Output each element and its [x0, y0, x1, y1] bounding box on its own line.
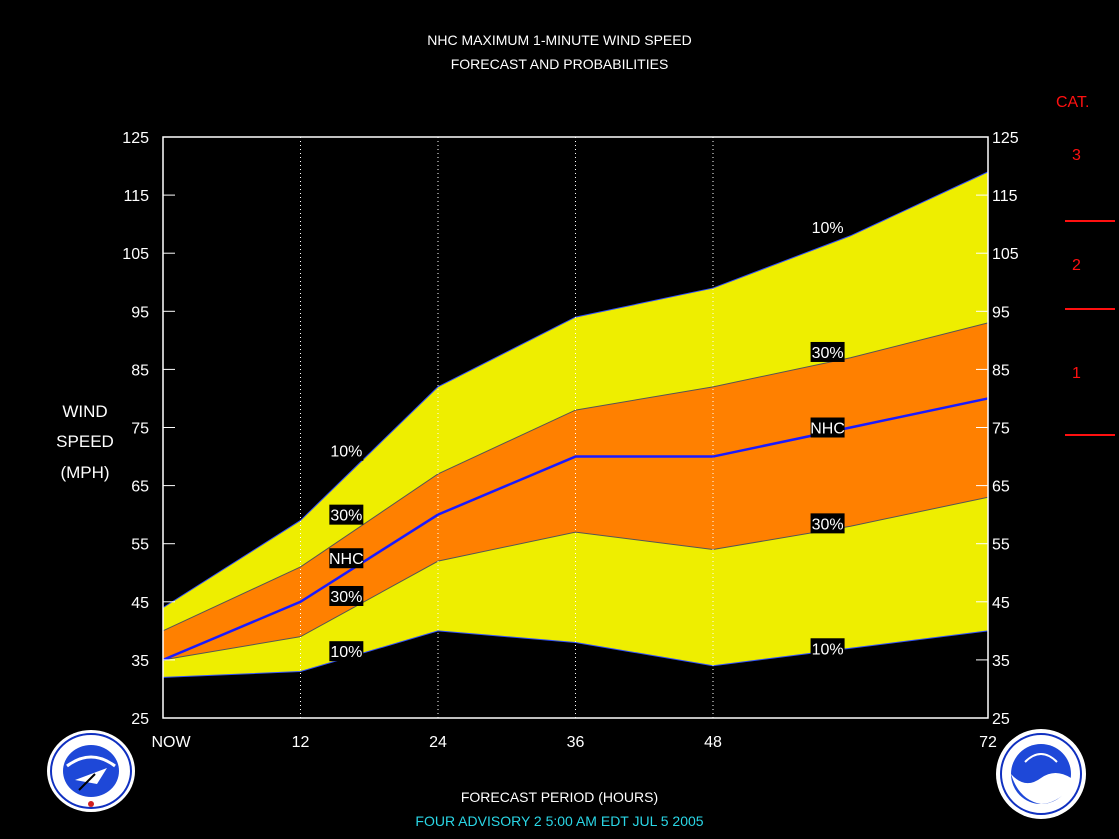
band-label-box [810, 417, 845, 438]
band-label-box [810, 217, 845, 238]
x-tick-label: 12 [292, 734, 310, 751]
x-axis-label: FORECAST PERIOD (HOURS) [460, 789, 659, 805]
chart-title-line1: NHC MAXIMUM 1-MINUTE WIND SPEED [427, 32, 692, 48]
band-label-box [329, 641, 364, 662]
advisory-text: FOUR ADVISORY 2 5:00 AM EDT JUL 5 2005 [415, 813, 704, 829]
y-axis-label-line2: SPEED [56, 432, 114, 451]
band-label: 30% [812, 516, 844, 533]
band-label: 10% [330, 444, 362, 461]
y-axis-label-line3: (MPH) [60, 463, 110, 482]
x-tick-label: 72 [979, 734, 997, 751]
y-tick-label-right: 85 [992, 362, 1010, 379]
band-30-percent [163, 322, 988, 660]
chart-title-line2: FORECAST AND PROBABILITIES [450, 56, 669, 72]
band-label: NHC [329, 551, 364, 568]
noaa-logo [996, 729, 1086, 819]
band-label-box [329, 548, 364, 569]
nws-logo [47, 730, 135, 812]
band-edge-line [162, 322, 989, 632]
band-label: NHC [810, 421, 845, 438]
y-tick-label-right: 75 [992, 421, 1010, 438]
y-tick-label-left: 65 [131, 479, 149, 496]
y-tick-label-left: 75 [131, 421, 149, 438]
band-label-box [329, 504, 364, 525]
x-tick-label: 48 [704, 734, 722, 751]
y-tick-label-right: 35 [992, 653, 1010, 670]
band-edge-line [162, 496, 989, 661]
band-label: 30% [330, 508, 362, 525]
band-label: 10% [330, 644, 362, 661]
band-label: 30% [812, 345, 844, 362]
category-scale-title: CAT. [1056, 94, 1090, 111]
x-tick-label: 36 [567, 734, 585, 751]
y-tick-label-left: 55 [131, 537, 149, 554]
category-boundary-line [1065, 308, 1115, 310]
y-tick-label-left: 125 [122, 130, 149, 147]
category-3-label: 3 [1072, 147, 1081, 164]
y-tick-label-left: 115 [123, 188, 149, 205]
band-label-box [810, 513, 845, 534]
category-2-label: 2 [1072, 257, 1081, 274]
band-label: 10% [812, 641, 844, 658]
y-tick-label-right: 115 [992, 188, 1018, 205]
y-tick-label-left: 105 [122, 246, 149, 263]
category-boundary-line [1065, 220, 1115, 222]
x-tick-label: NOW [151, 734, 191, 751]
y-tick-label-left: 85 [131, 362, 149, 379]
y-tick-label-right: 125 [992, 130, 1019, 147]
x-tick-label: 24 [429, 734, 447, 751]
y-axis-label-line1: WIND [62, 402, 108, 421]
band-edge-line [162, 630, 989, 678]
y-tick-label-right: 65 [992, 479, 1010, 496]
y-tick-label-right: 95 [992, 304, 1010, 321]
category-1-label: 1 [1072, 365, 1081, 382]
y-tick-label-left: 35 [131, 653, 149, 670]
y-tick-label-right: 45 [992, 595, 1010, 612]
band-label-box [329, 585, 364, 606]
y-tick-label-left: 45 [131, 595, 149, 612]
y-tick-label-right: 25 [992, 711, 1010, 728]
band-label-box [810, 638, 845, 659]
y-tick-label-left: 25 [131, 711, 149, 728]
band-label: 10% [812, 220, 844, 237]
y-tick-label-right: 105 [992, 246, 1019, 263]
nhc-forecast-line [162, 397, 989, 662]
band-label: 30% [330, 589, 362, 606]
y-tick-label-left: 95 [131, 304, 149, 321]
y-tick-label-right: 55 [992, 537, 1010, 554]
band-label-box [329, 440, 364, 461]
band-label-box [810, 341, 845, 362]
category-boundary-line [1065, 434, 1115, 436]
